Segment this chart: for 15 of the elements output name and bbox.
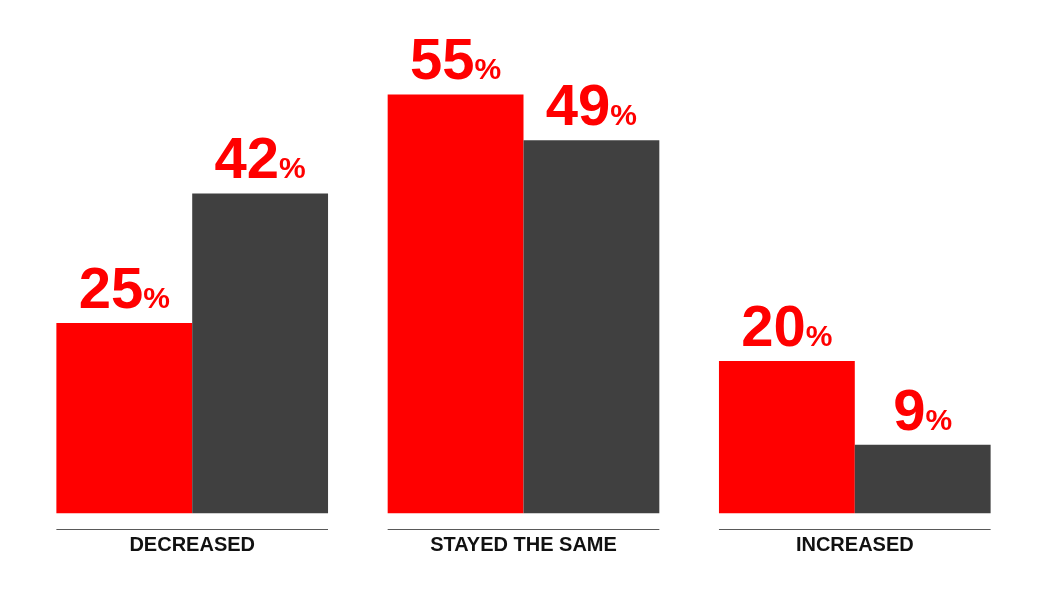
bar xyxy=(523,140,660,514)
data-label: 20% xyxy=(741,292,833,358)
data-label: 55% xyxy=(409,26,502,92)
bar xyxy=(387,94,524,514)
bar xyxy=(56,322,193,514)
x-tick-label: STAYED THE SAME xyxy=(430,533,617,555)
bar xyxy=(854,444,991,514)
x-tick-label: DECREASED xyxy=(129,533,255,555)
data-label: 49% xyxy=(545,72,638,138)
bar xyxy=(192,193,329,514)
data-label: 25% xyxy=(78,254,170,320)
bar xyxy=(718,360,855,514)
data-label: 42% xyxy=(214,125,306,191)
x-tick-label: INCREASED xyxy=(795,533,914,555)
data-label: 9% xyxy=(893,376,953,442)
